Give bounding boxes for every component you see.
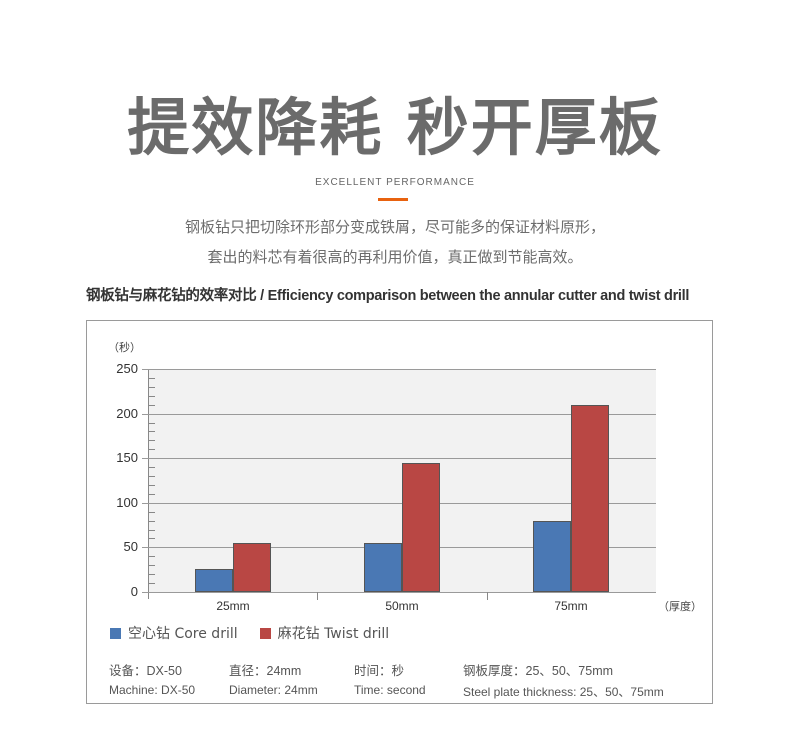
minor-tick <box>149 423 155 424</box>
bar-twist-drill-25mm <box>233 543 271 592</box>
minor-tick <box>149 387 155 388</box>
x-tick-label: 50mm <box>385 599 419 613</box>
legend-item-twist-drill: 麻花钻 Twist drill <box>259 623 390 643</box>
y-tick-label: 50 <box>123 539 138 554</box>
spec-diameter: 直径：24mm Diameter: 24mm <box>229 660 318 697</box>
page-title: 提效降耗 秒开厚板 <box>127 91 663 164</box>
spec-time-en: Time: second <box>354 683 426 697</box>
minor-tick <box>149 521 155 522</box>
x-tick-label: 25mm <box>216 599 250 613</box>
minor-tick <box>149 485 155 486</box>
minor-tick <box>149 512 155 513</box>
minor-tick <box>149 494 155 495</box>
legend-label: 麻花钻 Twist drill <box>277 626 390 642</box>
x-tick-label: 75mm <box>554 599 588 613</box>
page-subtitle: EXCELLENT PERFORMANCE <box>315 177 475 188</box>
minor-tick <box>149 565 155 566</box>
minor-tick <box>149 378 155 379</box>
minor-tick <box>149 440 155 441</box>
y-tick-label: 250 <box>116 361 138 376</box>
minor-tick <box>149 530 155 531</box>
gridline <box>142 369 656 370</box>
bar-core-drill-75mm <box>533 521 571 592</box>
minor-tick <box>149 431 155 432</box>
y-tick-label: 100 <box>116 495 138 510</box>
spec-diameter-zh: 直径：24mm <box>229 664 302 678</box>
gridline <box>142 458 656 459</box>
legend-swatch-red <box>259 627 271 639</box>
y-tick-label: 200 <box>116 406 138 421</box>
minor-tick <box>149 476 155 477</box>
bar-core-drill-25mm <box>195 569 233 592</box>
gridline <box>142 503 656 504</box>
x-tick <box>487 592 488 600</box>
minor-tick <box>149 583 155 584</box>
spec-machine-zh: 设备：DX-50 <box>109 664 182 678</box>
spec-time-zh: 时间：秒 <box>354 664 405 678</box>
legend-item-core-drill: 空心钻 Core drill <box>110 623 238 643</box>
spec-machine-en: Machine: DX-50 <box>109 683 196 697</box>
spec-thickness: 钢板厚度：25、50、75mm Steel plate thickness: 2… <box>463 660 664 700</box>
y-tick-label: 0 <box>130 584 138 599</box>
chart-legend: 空心钻 Core drill 麻花钻 Twist drill <box>110 623 411 643</box>
bar-core-drill-50mm <box>364 543 402 592</box>
minor-tick <box>149 396 155 397</box>
x-axis-unit: （厚度） <box>658 600 702 613</box>
chart-caption: 钢板钻与麻花钻的效率对比 / Efficiency comparison bet… <box>86 288 690 304</box>
y-axis <box>148 369 149 599</box>
bar-twist-drill-75mm <box>571 405 609 592</box>
spec-thickness-en: Steel plate thickness: 25、50、75mm <box>463 685 664 699</box>
minor-tick <box>149 405 155 406</box>
x-tick <box>317 592 318 600</box>
gridline <box>142 414 656 415</box>
gridline <box>142 592 656 593</box>
y-tick-label: 150 <box>116 450 138 465</box>
bar-twist-drill-50mm <box>402 463 440 592</box>
spec-time: 时间：秒 Time: second <box>354 660 426 697</box>
minor-tick <box>149 449 155 450</box>
spec-thickness-zh: 钢板厚度：25、50、75mm <box>463 664 614 678</box>
minor-tick <box>149 574 155 575</box>
minor-tick <box>149 538 155 539</box>
spec-diameter-en: Diameter: 24mm <box>229 683 318 697</box>
minor-tick <box>149 467 155 468</box>
accent-divider <box>378 198 408 201</box>
description-line-1: 钢板钻只把切除环形部分变成铁屑，尽可能多的保证材料原形， <box>184 218 605 236</box>
spec-machine: 设备：DX-50 Machine: DX-50 <box>109 660 195 697</box>
legend-swatch-blue <box>110 627 121 639</box>
chart-frame <box>86 320 713 704</box>
description-line-2: 套出的料芯有着很高的再利用价值，真正做到节能高效。 <box>207 248 583 266</box>
legend-label: 空心钻 Core drill <box>128 626 238 642</box>
minor-tick <box>149 556 155 557</box>
y-axis-unit: （秒） <box>108 341 141 354</box>
